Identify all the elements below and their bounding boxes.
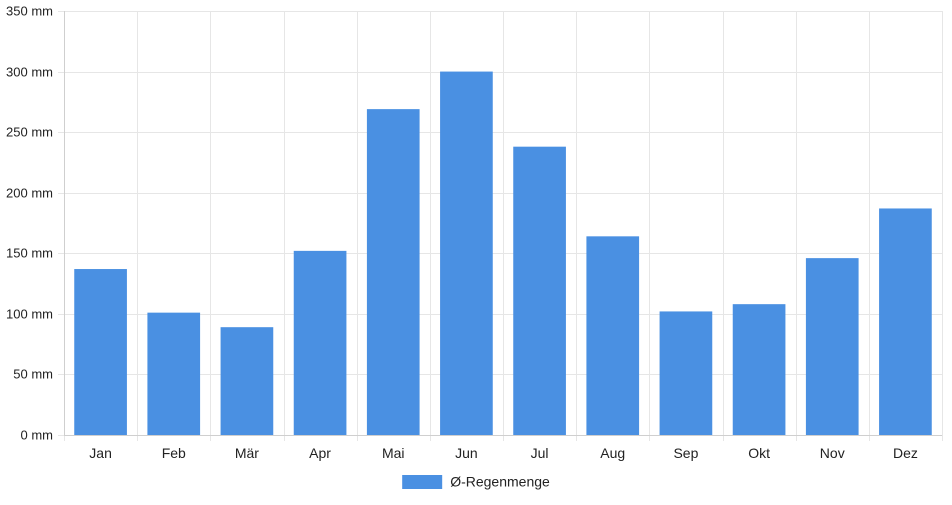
x-tick-label: Jun — [455, 445, 478, 461]
bar[interactable] — [220, 327, 274, 435]
x-tick-label: Apr — [309, 445, 331, 461]
bars-layer — [74, 71, 932, 436]
bar[interactable] — [366, 109, 420, 435]
y-tick-label: 50 mm — [13, 367, 53, 382]
legend-swatch[interactable] — [402, 475, 443, 489]
x-tick-label: Dez — [893, 445, 918, 461]
axes-layer — [64, 11, 942, 436]
legend[interactable]: Ø-Regenmenge — [402, 474, 550, 490]
labels-layer: 0 mm 50 mm 100 mm 150 mm 200 mm 250 mm 300 mm 3… — [6, 4, 918, 462]
x-tick-label: Jul — [531, 445, 549, 461]
x-tick-label: Jan — [89, 445, 112, 461]
x-tick-label: Nov — [820, 445, 845, 461]
bar[interactable] — [513, 146, 566, 435]
bar[interactable] — [74, 269, 127, 435]
y-tick-label: 250 mm — [6, 125, 53, 140]
y-tick-label: 150 mm — [6, 246, 53, 261]
legend-label[interactable]: Ø-Regenmenge — [450, 474, 550, 490]
y-tick-label: 350 mm — [6, 4, 53, 19]
x-tick-label: Mai — [382, 445, 405, 461]
bar[interactable] — [586, 236, 640, 435]
bar[interactable] — [732, 304, 786, 435]
bar[interactable] — [293, 250, 347, 435]
bar[interactable] — [879, 208, 932, 435]
y-tick-label: 100 mm — [6, 307, 53, 322]
x-tick-label: Aug — [600, 445, 625, 461]
y-tick-label: 200 mm — [6, 186, 53, 201]
x-tick-label: Feb — [162, 445, 186, 461]
x-tick-label: Okt — [748, 445, 770, 461]
bar[interactable] — [805, 258, 859, 435]
bar[interactable] — [659, 311, 713, 435]
x-tick-label: Sep — [673, 445, 698, 461]
y-tick-label: 0 mm — [21, 428, 54, 443]
y-tick-label: 300 mm — [6, 65, 53, 80]
bar[interactable] — [147, 312, 201, 435]
x-tick-label: Mär — [235, 445, 259, 461]
grid-layer — [58, 11, 943, 441]
bar[interactable] — [440, 71, 493, 436]
